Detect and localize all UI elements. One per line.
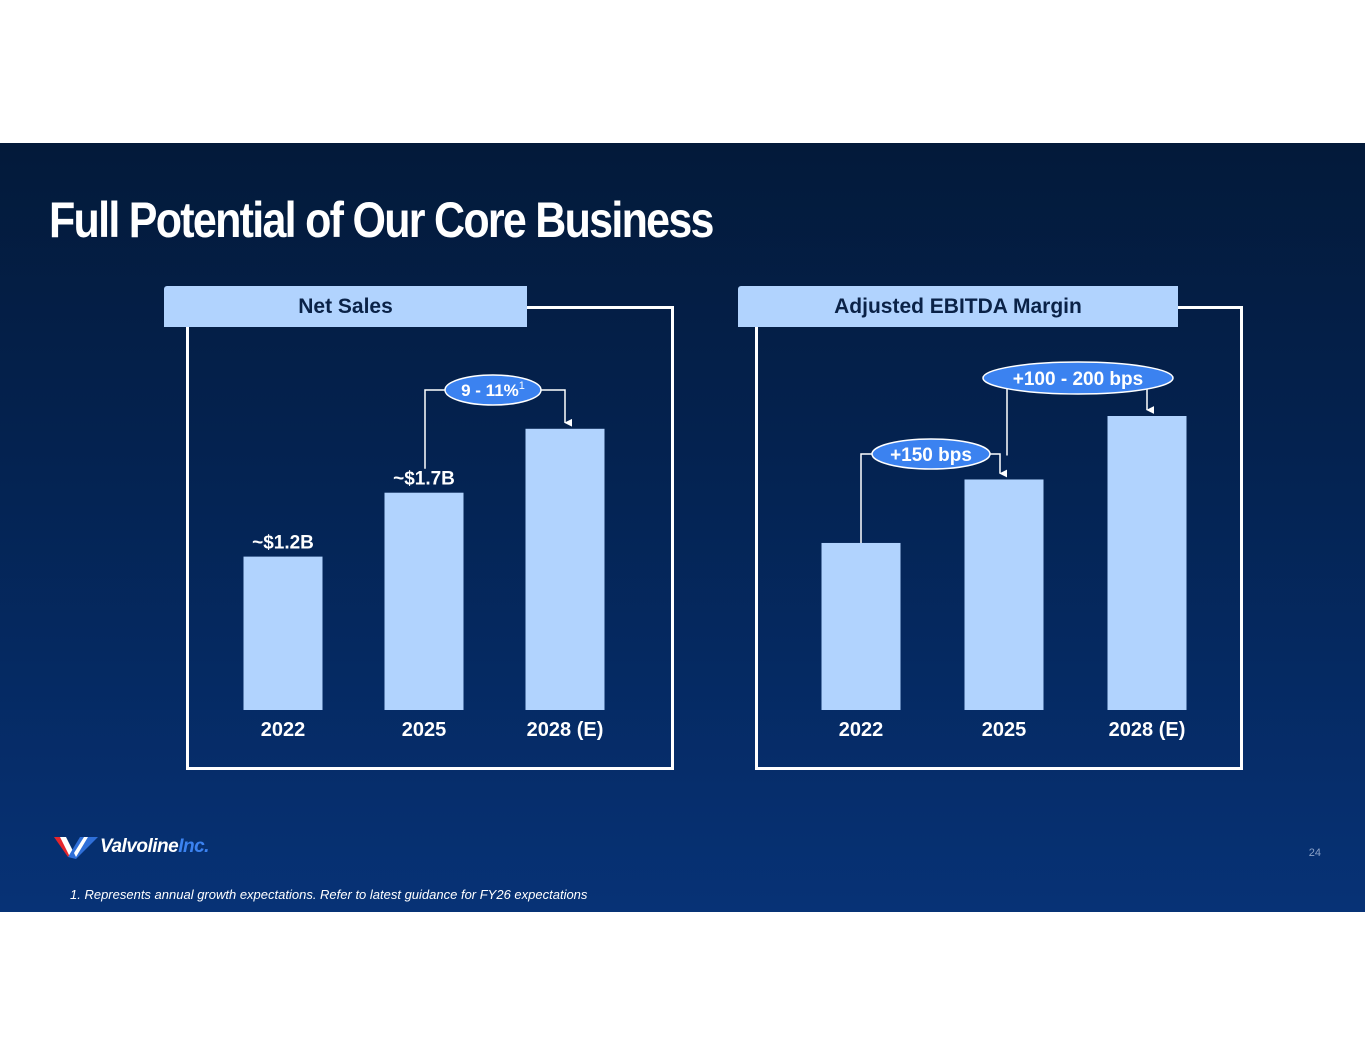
- footnote: 1. Represents annual growth expectations…: [70, 887, 588, 902]
- growth-pill-text: +100 - 200 bps: [1013, 369, 1143, 390]
- net-sales-chart: 2022 ~$1.2B 2025 ~$1.7B 2028 (E) 9 - 11%1: [243, 374, 605, 741]
- growth-pill-text: 9 - 11%: [461, 381, 519, 400]
- growth-pill-label: +150 bps: [890, 445, 972, 466]
- bar-0-1: [384, 492, 464, 710]
- growth-pill-label: +100 - 200 bps: [1013, 369, 1143, 390]
- growth-arrow: [990, 453, 1008, 478]
- valvoline-v-icon: [54, 837, 98, 859]
- growth-arrow: [541, 389, 573, 427]
- growth-pill: [982, 361, 1174, 395]
- category-label: 2025: [982, 719, 1027, 741]
- growth-connector: [983, 377, 1008, 456]
- growth-pill-label: 9 - 11%1: [461, 380, 525, 400]
- logo-suffix: Inc.: [178, 836, 209, 857]
- category-label: 2022: [839, 719, 884, 741]
- slide-title: Full Potential of Our Core Business: [49, 192, 714, 248]
- bar-1-1: [964, 479, 1044, 710]
- value-label: ~$1.2B: [252, 533, 314, 554]
- growth-connector: [424, 389, 445, 469]
- growth-pill-text: +150 bps: [890, 445, 972, 466]
- growth-pill: [444, 374, 542, 406]
- page-number: 24: [1308, 847, 1321, 859]
- category-label: 2028 (E): [1109, 719, 1186, 741]
- ebitda-margin-header: Adjusted EBITDA Margin: [738, 286, 1178, 327]
- bar-1-0: [821, 542, 901, 710]
- ebitda-margin-chart: 2022 2025 2028 (E) +150 bps +100 - 200 bps: [821, 361, 1187, 741]
- value-label: ~$1.7B: [393, 469, 455, 490]
- category-label: 2028 (E): [527, 719, 604, 741]
- category-label: 2025: [402, 719, 447, 741]
- growth-pill: [871, 438, 991, 470]
- slide: Full Potential of Our Core Business Net …: [0, 143, 1365, 912]
- valvoline-logo: ValvolineInc.: [54, 835, 209, 859]
- logo-brand: Valvoline: [100, 836, 179, 857]
- logo-wordmark: ValvolineInc.: [100, 836, 209, 858]
- growth-connector: [860, 453, 872, 543]
- footnote-marker: 1: [519, 380, 525, 392]
- bar-1-2: [1107, 416, 1187, 710]
- bar-0-2: [525, 428, 605, 710]
- bar-0-0: [243, 556, 323, 710]
- net-sales-header: Net Sales: [164, 286, 527, 327]
- category-label: 2022: [261, 719, 306, 741]
- charts-canvas: 2022 ~$1.2B 2025 ~$1.7B 2028 (E) 9 - 11%1 202…: [243, 361, 1187, 741]
